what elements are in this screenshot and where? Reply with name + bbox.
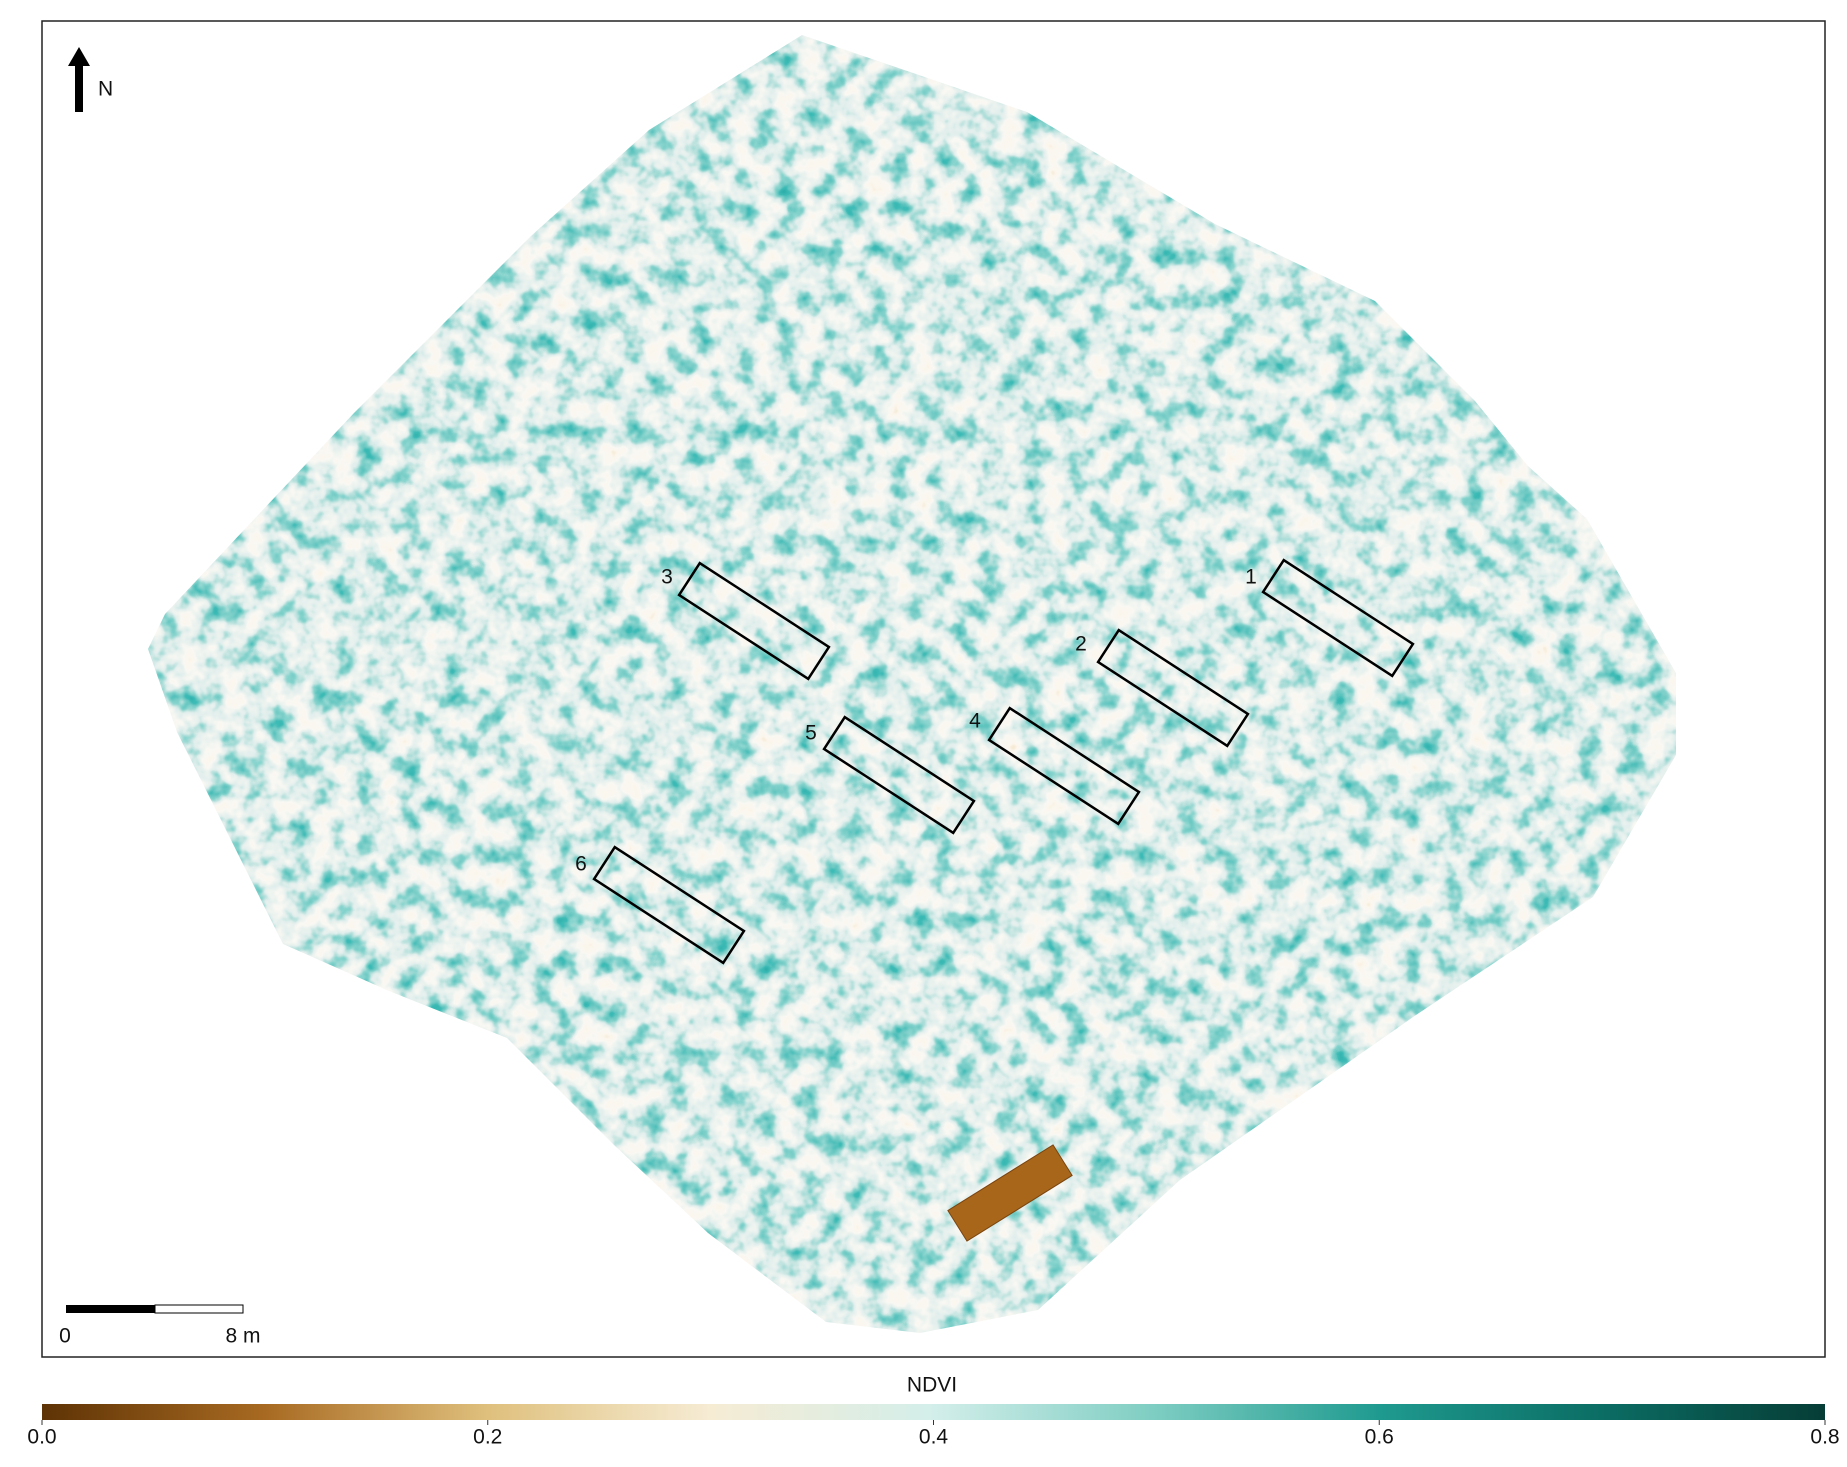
colorbar-tick-label: 0.0: [27, 1426, 56, 1449]
scale-label: 8 m: [225, 1325, 260, 1348]
plot-outline: [987, 706, 1141, 826]
ndvi-raster: [148, 35, 1676, 1333]
colorbar-tick-label: 0.4: [919, 1426, 949, 1449]
plot-outline: [822, 715, 976, 835]
scale-bar: [66, 1305, 155, 1313]
scale-bar: [154, 1304, 244, 1314]
plot-label: 2: [1075, 633, 1087, 656]
plot-outline: [1261, 558, 1415, 678]
plot-outline: [677, 561, 831, 681]
colorbar: [42, 1404, 1825, 1420]
plot-outline: [592, 845, 746, 965]
plot-label: 4: [969, 710, 981, 733]
plot-label: 5: [805, 722, 817, 745]
plot-label: 3: [661, 566, 673, 589]
north-label: N: [98, 78, 113, 101]
colorbar-tick-label: 0.6: [1365, 1426, 1394, 1449]
scale-label: 0: [59, 1325, 71, 1348]
plot-label: 1: [1245, 566, 1257, 589]
calibration-target: [947, 1144, 1073, 1242]
colorbar-tick-label: 0.2: [473, 1426, 502, 1449]
north-arrow-head: [68, 47, 90, 66]
plot-label: 6: [575, 853, 587, 876]
colorbar-title: NDVI: [907, 1374, 957, 1397]
colorbar-tick-label: 0.8: [1810, 1426, 1839, 1449]
plot-outline: [1096, 628, 1250, 748]
